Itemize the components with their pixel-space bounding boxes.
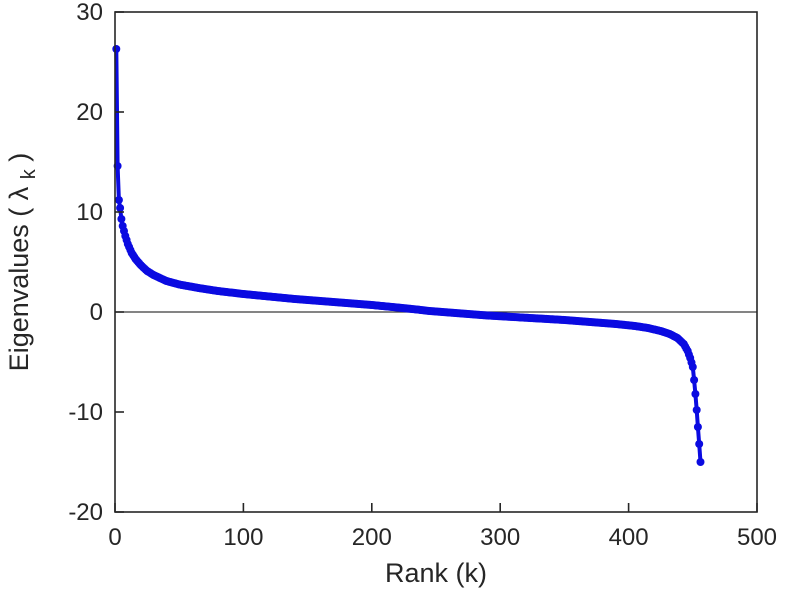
data-point-marker <box>695 440 704 448</box>
data-point-marker <box>112 45 121 53</box>
y-tick-label: -20 <box>68 499 103 526</box>
data-point-marker <box>690 376 699 384</box>
series-line <box>114 47 703 464</box>
x-tick-label: 0 <box>108 524 121 551</box>
eigenvalue-series <box>112 45 705 466</box>
x-axis-label: Rank (k) <box>385 558 487 588</box>
y-axis-label: Eigenvalues ( λ k ) <box>4 153 41 372</box>
data-point-marker <box>692 406 701 414</box>
data-point-marker <box>691 390 700 398</box>
data-point-marker <box>116 204 125 212</box>
y-tick-label: 20 <box>76 99 103 126</box>
data-point-marker <box>114 196 123 204</box>
data-point-marker <box>688 363 697 371</box>
x-tick-label: 300 <box>480 524 520 551</box>
x-tick-label: 400 <box>609 524 649 551</box>
plot-border <box>114 11 758 513</box>
axis-ticks: 0 100 200 300 400 500 -20 -10 0 10 20 30 <box>68 0 777 551</box>
data-point-marker <box>696 458 705 466</box>
y-tick-label: 0 <box>90 299 103 326</box>
x-tick-label: 200 <box>352 524 392 551</box>
data-point-marker <box>117 215 126 223</box>
y-tick-label: -10 <box>68 399 103 426</box>
data-point-marker <box>693 423 702 431</box>
y-axis-label-main: Eigenvalues ( λ <box>4 186 34 371</box>
y-axis-label-suffix: ) <box>4 153 34 162</box>
x-tick-label: 500 <box>737 524 777 551</box>
x-tick-label: 100 <box>223 524 263 551</box>
y-axis-label-subscript: k <box>18 168 40 179</box>
y-tick-label: 10 <box>76 199 103 226</box>
y-tick-label: 30 <box>76 0 103 26</box>
